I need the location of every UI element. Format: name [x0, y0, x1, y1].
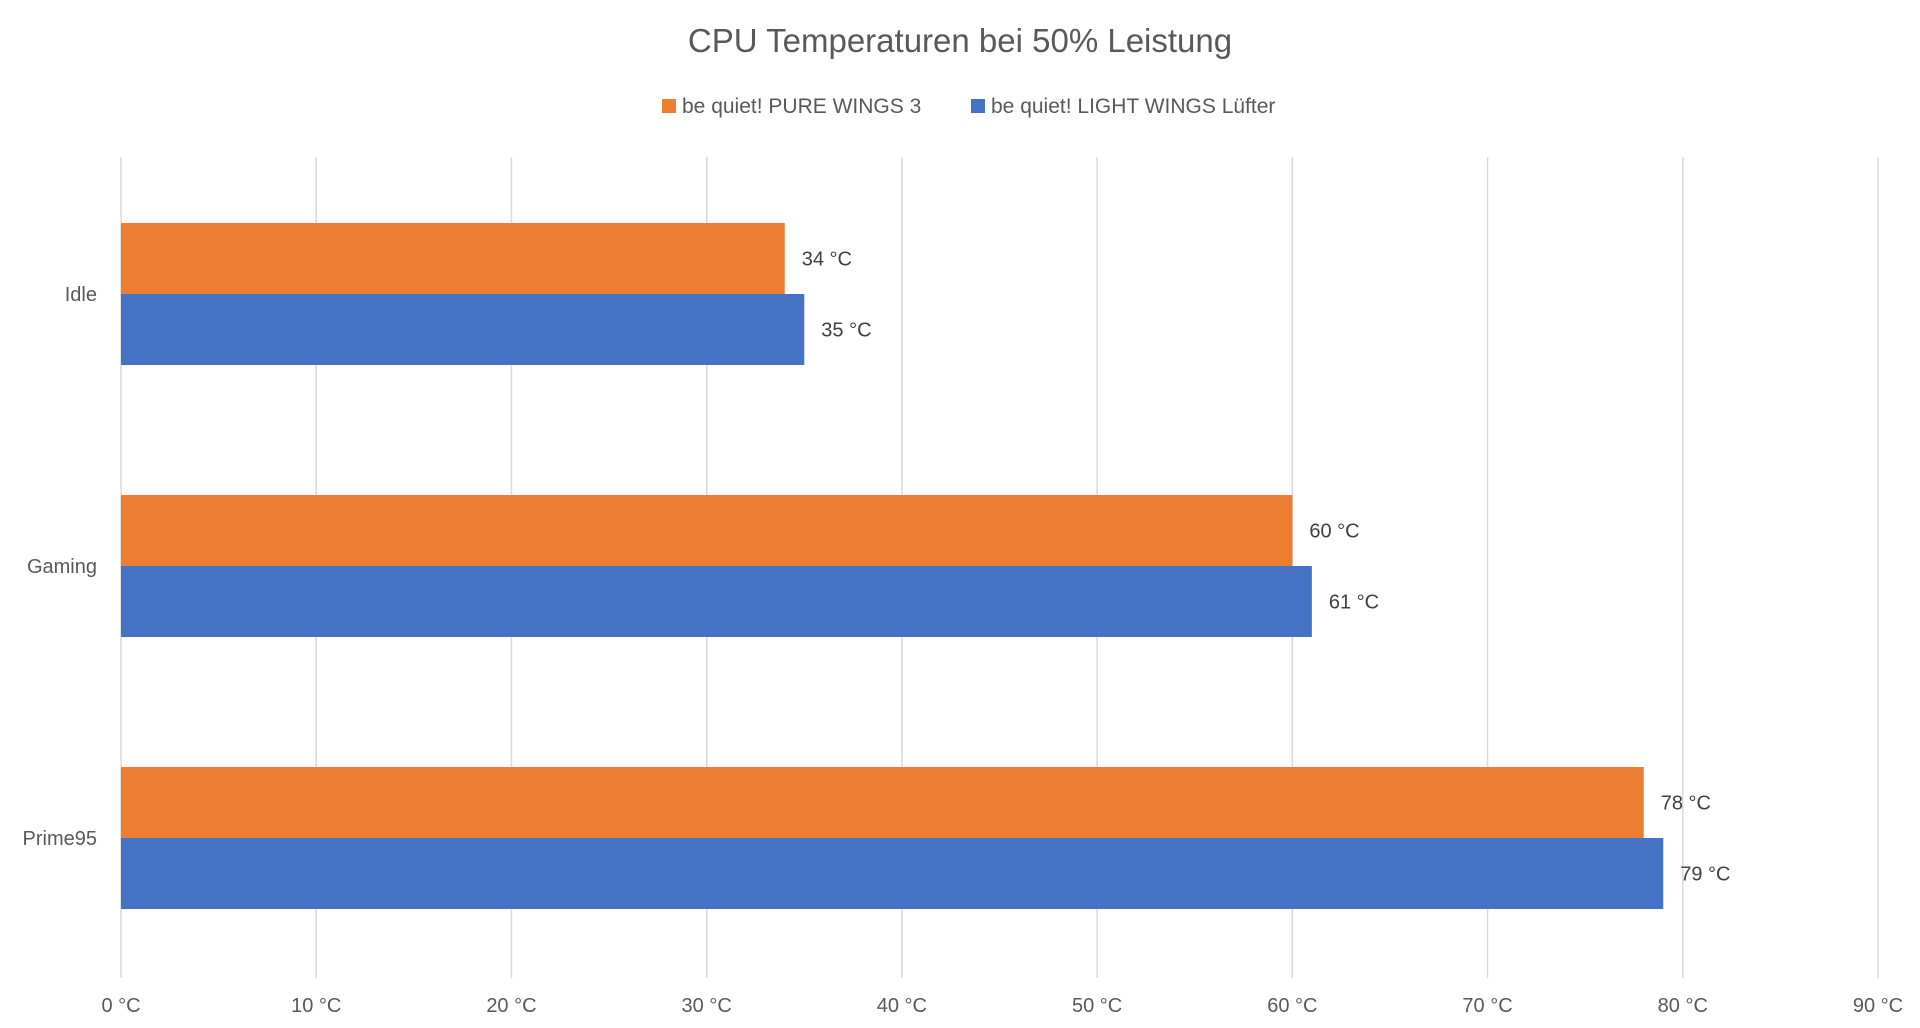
bar-light-wings-gaming: [121, 566, 1312, 637]
data-label: 79 °C: [1680, 864, 1730, 886]
legend-label-light-wings: be quiet! LIGHT WINGS Lüfter: [991, 95, 1275, 118]
x-tick-label: 30 °C: [682, 995, 732, 1017]
chart-title: CPU Temperaturen bei 50% Leistung: [688, 22, 1232, 59]
x-tick-label: 0 °C: [101, 995, 140, 1017]
value-axis: 0 °C 10 °C 20 °C 30 °C 40 °C 50 °C 60 °C 70 °C 8…: [101, 995, 1903, 1017]
x-tick-label: 70 °C: [1462, 995, 1512, 1017]
x-tick-label: 40 °C: [877, 995, 927, 1017]
data-label: 61 °C: [1329, 592, 1379, 614]
x-tick-label: 80 °C: [1658, 995, 1708, 1017]
data-label: 60 °C: [1309, 521, 1359, 543]
x-tick-label: 50 °C: [1072, 995, 1122, 1017]
bars: [121, 223, 1664, 909]
data-label: 35 °C: [821, 320, 871, 342]
category-label: Prime95: [23, 828, 97, 850]
x-tick-label: 90 °C: [1853, 995, 1903, 1017]
x-tick-label: 10 °C: [291, 995, 341, 1017]
bar-light-wings-idle: [121, 294, 805, 365]
legend-swatch-light-wings: [971, 99, 985, 113]
category-axis: Idle Gaming Prime95: [23, 284, 97, 850]
category-label: Gaming: [27, 556, 97, 578]
bar-light-wings-prime95: [121, 838, 1664, 909]
bar-pure-wings-3-gaming: [121, 495, 1293, 566]
bar-pure-wings-3-prime95: [121, 767, 1644, 838]
category-label: Idle: [65, 284, 97, 306]
data-label: 78 °C: [1661, 793, 1711, 815]
data-labels: 34 °C 35 °C 60 °C 61 °C 78 °C 79 °C: [802, 249, 1731, 886]
legend: be quiet! PURE WINGS 3 be quiet! LIGHT W…: [662, 95, 1275, 118]
x-tick-label: 20 °C: [486, 995, 536, 1017]
x-tick-label: 60 °C: [1267, 995, 1317, 1017]
bar-pure-wings-3-idle: [121, 223, 785, 294]
legend-swatch-pure-wings: [662, 99, 676, 113]
data-label: 34 °C: [802, 249, 852, 271]
legend-label-pure-wings: be quiet! PURE WINGS 3: [682, 95, 921, 118]
